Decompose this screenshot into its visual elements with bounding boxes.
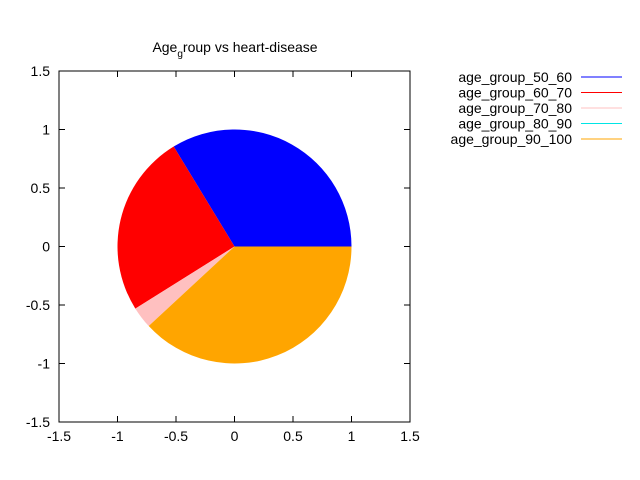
- y-tick-label: 1: [42, 122, 50, 138]
- x-tick-label: 1: [348, 428, 356, 444]
- chart-title: Agegroup vs heart-disease: [152, 39, 317, 60]
- pie-slice-age_group_70_80: [135, 246, 235, 327]
- pie-slice-age_group_50_60: [173, 129, 352, 247]
- legend-label-age_group_80_90: age_group_80_90: [458, 116, 572, 132]
- x-tick-labels: -1.5 -1 -0.5 0 0.5 1 1.5: [47, 428, 420, 444]
- x-tick-label: 0.5: [283, 428, 303, 444]
- x-tick-label: 0: [231, 428, 239, 444]
- axis-ticks: [58, 70, 411, 423]
- legend-label-age_group_90_100: age_group_90_100: [451, 131, 573, 147]
- y-tick-label: -0.5: [26, 297, 50, 313]
- y-tick-label: 0.5: [31, 180, 51, 196]
- y-tick-label: -1: [38, 356, 51, 372]
- y-tick-label: -1.5: [26, 414, 50, 430]
- x-tick-label: -0.5: [164, 428, 188, 444]
- legend: age_group_50_60age_group_60_70age_group_…: [451, 69, 622, 147]
- y-tick-label: 1.5: [31, 63, 51, 79]
- pie-slice-age_group_90_100: [148, 246, 352, 364]
- pie-slice-age_group_60_70: [117, 146, 235, 309]
- pie-slices: [117, 129, 352, 364]
- x-tick-label: -1.5: [47, 428, 71, 444]
- y-tick-labels: 1.5 1 0.5 0 -0.5 -1 -1.5: [26, 63, 50, 430]
- legend-label-age_group_70_80: age_group_70_80: [458, 100, 572, 116]
- legend-label-age_group_50_60: age_group_50_60: [458, 69, 572, 85]
- x-tick-label: -1: [111, 428, 124, 444]
- y-tick-label: 0: [42, 239, 50, 255]
- legend-label-age_group_60_70: age_group_60_70: [458, 85, 572, 101]
- x-tick-label: 1.5: [400, 428, 420, 444]
